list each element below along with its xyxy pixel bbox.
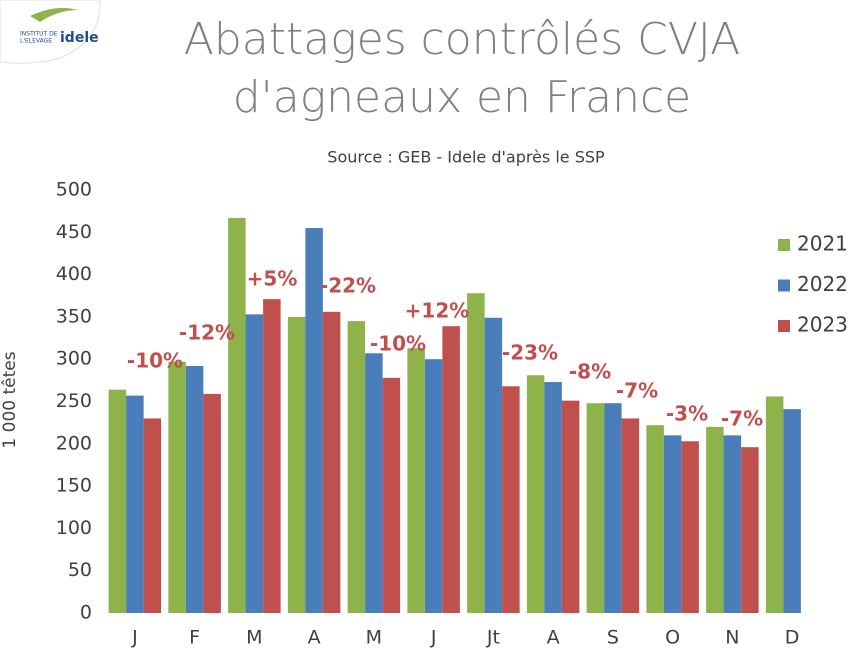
y-tick-label: 400 — [56, 263, 92, 285]
annotation: +12% — [405, 299, 470, 323]
bar — [502, 386, 520, 613]
annotation: -22% — [320, 274, 376, 298]
bar — [322, 311, 341, 613]
bar — [646, 425, 664, 613]
legend-swatch — [778, 239, 790, 251]
bar — [604, 403, 622, 613]
annotation: -7% — [616, 379, 658, 403]
legend-label: 2022 — [797, 272, 848, 296]
bar — [424, 359, 443, 613]
x-tick-label: M — [246, 627, 262, 649]
bar — [305, 228, 323, 613]
x-tick-label: N — [725, 627, 739, 649]
bar — [287, 316, 306, 613]
x-tick-label: A — [547, 627, 560, 649]
x-tick-label: S — [607, 627, 619, 649]
annotation: -23% — [502, 341, 558, 365]
legend-swatch — [778, 279, 790, 292]
bar — [108, 389, 127, 613]
bar — [484, 317, 503, 613]
bar — [544, 382, 562, 613]
bar — [663, 435, 682, 613]
logo-brand: idele — [60, 30, 99, 46]
x-tick-label: O — [665, 627, 680, 649]
x-tick-label: J — [131, 627, 138, 649]
bar — [442, 326, 460, 613]
x-tick-label: F — [189, 627, 200, 649]
y-axis-label: 1 000 têtes — [0, 351, 20, 448]
bar — [407, 348, 425, 613]
y-tick-label: 0 — [80, 602, 92, 624]
logo-bg — [0, 0, 101, 64]
logo: INSTITUT DE L'ELEVAGE idele — [0, 0, 101, 64]
bar — [228, 217, 246, 613]
y-tick-label: 350 — [56, 305, 92, 327]
annotation: -10% — [370, 332, 426, 356]
bar — [365, 353, 383, 613]
bar — [382, 377, 401, 613]
annotation: +5% — [247, 267, 298, 291]
bar — [263, 299, 281, 613]
bar — [706, 426, 724, 613]
y-tick-label: 250 — [56, 390, 92, 412]
y-tick-label: 100 — [56, 517, 92, 539]
annotation: -10% — [127, 349, 183, 373]
chart-title: Abattages contrôlés CVJA — [184, 14, 740, 65]
bar — [185, 365, 204, 613]
bar — [561, 400, 580, 613]
chart-title: d'agneaux en France — [233, 72, 691, 123]
x-tick-label: A — [308, 627, 321, 649]
x-tick-label: J — [430, 627, 437, 649]
annotation: -8% — [569, 360, 611, 384]
bar — [126, 395, 144, 613]
bar — [467, 293, 485, 613]
annotation: -7% — [721, 407, 763, 431]
bar — [347, 321, 366, 613]
legend-swatch — [778, 320, 790, 332]
y-tick-label: 150 — [56, 475, 92, 497]
bar — [526, 375, 545, 613]
y-tick-label: 300 — [56, 348, 92, 370]
annotation: -3% — [666, 402, 708, 426]
x-tick-label: D — [785, 627, 800, 649]
bar — [783, 409, 801, 613]
logo-swoosh — [30, 8, 78, 22]
bar — [143, 418, 162, 613]
bar — [681, 441, 699, 613]
x-tick-label: M — [366, 627, 382, 649]
x-tick-label: Jt — [486, 627, 500, 649]
bar — [765, 396, 784, 613]
bar — [741, 447, 759, 613]
bar — [586, 403, 605, 613]
bar — [723, 435, 742, 613]
y-tick-label: 500 — [56, 179, 92, 201]
bar — [203, 393, 221, 613]
annotation: -12% — [179, 321, 235, 345]
y-tick-label: 450 — [56, 221, 92, 243]
logo-text: L'ELEVAGE — [20, 38, 52, 45]
legend-label: 2023 — [797, 313, 848, 337]
bar — [168, 361, 186, 613]
logo-text: INSTITUT DE — [20, 31, 58, 38]
chart-subtitle: Source : GEB - Idele d'après le SSP — [327, 148, 605, 167]
y-tick-label: 50 — [68, 559, 92, 581]
bar — [621, 418, 640, 613]
legend-label: 2021 — [797, 232, 848, 256]
y-tick-label: 200 — [56, 432, 92, 454]
bar — [245, 314, 264, 613]
